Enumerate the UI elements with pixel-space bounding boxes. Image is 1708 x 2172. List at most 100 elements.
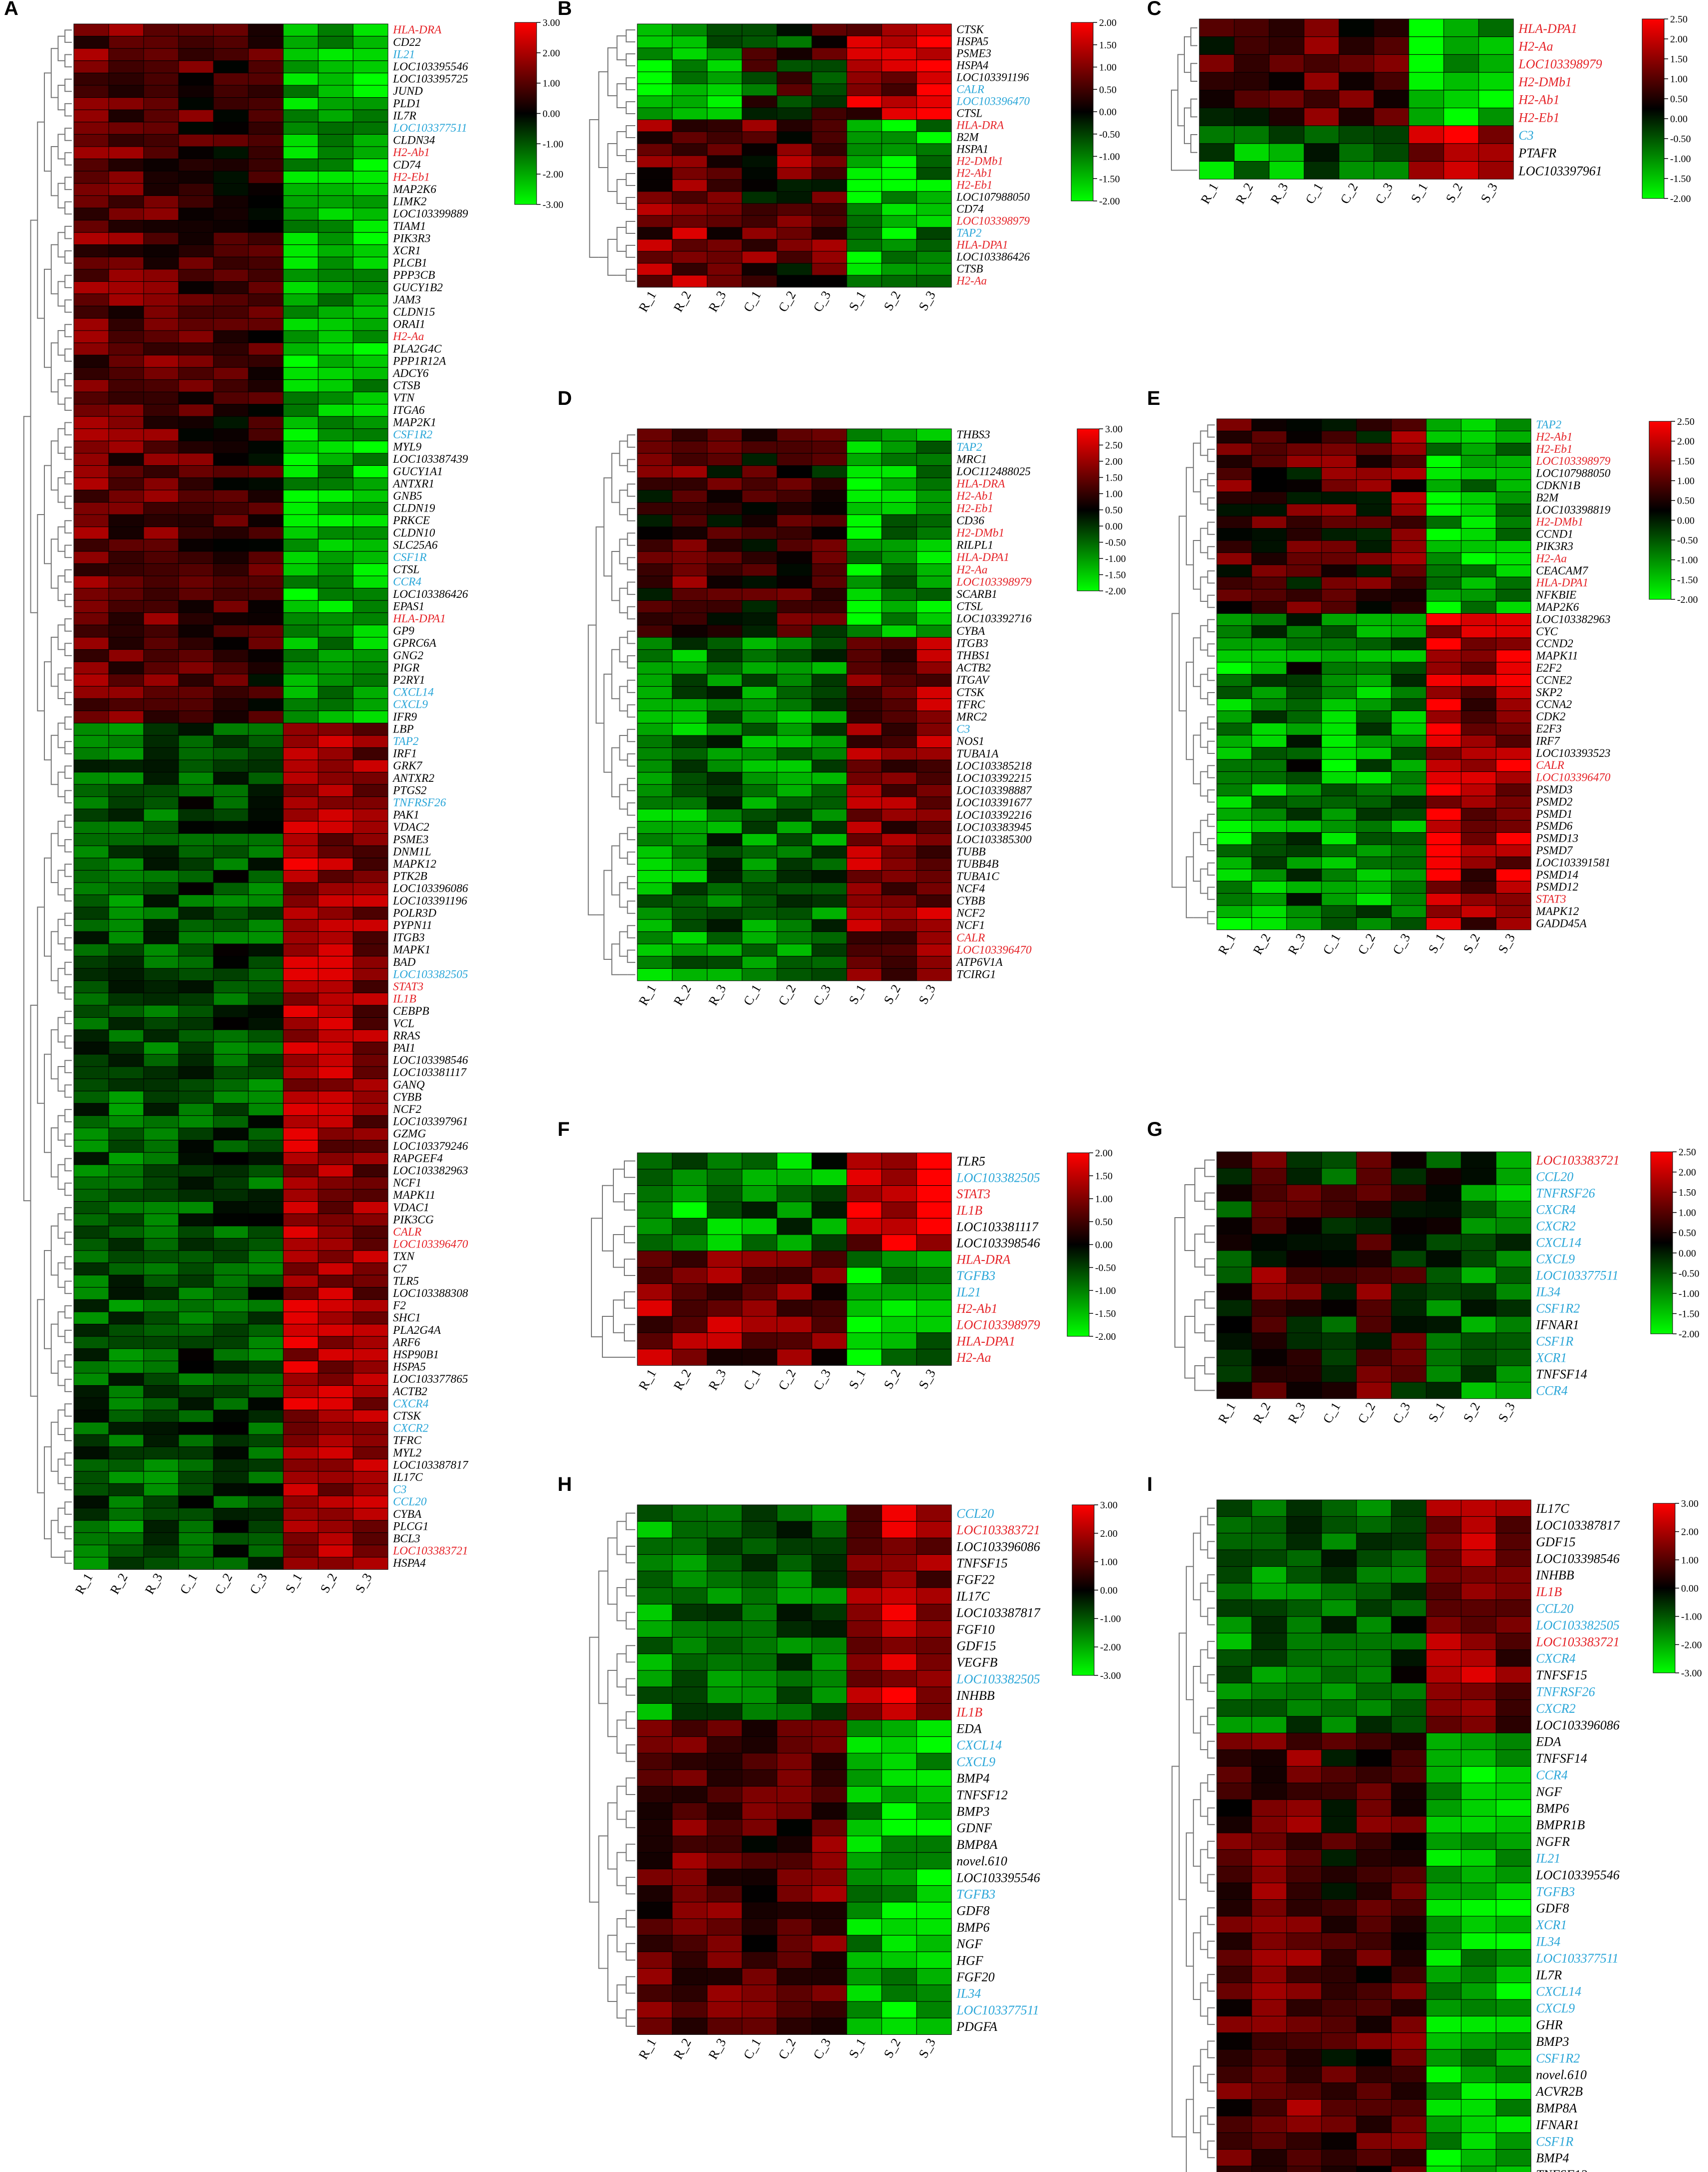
gene-label: HSPA4 [392,1557,426,1570]
heatmap-cell [846,661,882,675]
heatmap-cell [178,355,214,368]
dendrogram-branch [1207,449,1215,462]
heatmap-cell [637,1587,673,1605]
dendrogram-branch [64,496,72,509]
heatmap-cell [1286,625,1322,638]
heatmap-cell [318,477,354,491]
heatmap-cell [846,191,882,204]
heatmap-cell [353,416,388,429]
dendrogram-branch [64,1477,72,1490]
heatmap-cell [1496,1151,1531,1169]
heatmap-cell [1391,1566,1427,1584]
heatmap-cell [846,1185,882,1202]
heatmap-cell [1496,808,1531,821]
heatmap-cell [108,85,144,98]
heatmap-cell [143,711,179,724]
heatmap-cell [318,1434,354,1448]
heatmap-cell [1461,1151,1497,1169]
heatmap-cell [846,1251,882,1268]
heatmap-cell [143,195,179,208]
color-scale-bar [1642,18,1665,199]
heatmap-cell [353,72,388,86]
heatmap-cell [1391,1549,1427,1567]
heatmap-cell [637,747,673,760]
heatmap-cell [811,1686,847,1704]
heatmap-cell [108,1287,144,1300]
gene-label: LBP [392,723,414,735]
heatmap-cell [213,1226,249,1239]
heatmap-cell [353,661,388,675]
panel-label: I [1147,1473,1152,1495]
heatmap-cell [108,404,144,417]
heatmap-cell [1216,1682,1252,1700]
heatmap-cell [1426,613,1462,626]
heatmap-cell [1496,418,1531,431]
heatmap-cell [742,527,777,540]
heatmap-cell [742,490,777,503]
heatmap-cell [73,1238,109,1251]
heatmap-cell [283,244,319,257]
heatmap-cell [776,600,812,613]
heatmap-cell [846,1299,882,1317]
heatmap-cell [672,1620,708,1638]
heatmap-cell [1321,528,1357,541]
heatmap-cell [143,477,179,491]
heatmap-cell [776,674,812,687]
heatmap-cell [1216,1699,1252,1717]
heatmap-cell [1356,1799,1392,1817]
dendrogram-branch [64,1501,72,1515]
heatmap-cell [1496,1382,1531,1399]
heatmap-cell [248,600,284,613]
heatmap-cell [707,1283,743,1300]
heatmap-cell [1304,143,1339,162]
heatmap-cell [916,600,952,613]
gene-label: CLDN19 [393,502,435,515]
heatmap-cell [1356,1516,1392,1534]
heatmap-cell [811,1703,847,1721]
heatmap-cell [248,502,284,515]
heatmap-cell [742,575,777,589]
heatmap-cell [1286,917,1322,930]
heatmap-cell [707,551,743,564]
heatmap-cell [1461,1999,1497,2016]
heatmap-cell [1251,1799,1287,1817]
heatmap-cell [881,59,917,72]
dendrogram-branch [44,857,51,957]
dendrogram-branch [1200,1649,1208,1684]
heatmap-cell [881,1316,917,1333]
heatmap-cell [742,1902,777,1919]
heatmap-cell [637,845,673,859]
heatmap-cell [1496,662,1531,675]
heatmap-cell [1321,576,1357,590]
heatmap-cell [108,1434,144,1448]
heatmap-cell [73,36,109,49]
heatmap-cell [143,465,179,478]
heatmap-cell [108,674,144,687]
heatmap-cell [73,637,109,650]
heatmap-cell [811,1587,847,1605]
dendrogram-branch [57,379,65,405]
gene-label: LOC103383721 [956,1523,1040,1537]
heatmap-cell [1426,1151,1462,1169]
dendrogram-branch [64,667,72,681]
heatmap-cell [178,906,214,920]
gene-label: CEBPB [393,1005,429,1018]
heatmap-cell [1286,1250,1322,1267]
heatmap-cell [318,1311,354,1325]
legend-tick-label: -1.50 [1679,1308,1700,1319]
legend-tick-label: -2.00 [1677,594,1698,605]
heatmap-cell [143,36,179,49]
heatmap-cell [1321,1783,1357,1800]
heatmap-cell [846,747,882,760]
legend-tick-label: 2.50 [1677,416,1695,427]
heatmap-cell [143,1042,179,1055]
heatmap-cell [776,895,812,907]
heatmap-cell [108,1127,144,1141]
heatmap-cell [213,514,249,528]
dendrogram-branch [627,508,635,522]
heatmap-cell [248,159,284,172]
heatmap-cell [353,882,388,896]
heatmap-cell [178,1103,214,1116]
heatmap-cell [916,1185,952,1202]
heatmap-cell [776,588,812,601]
